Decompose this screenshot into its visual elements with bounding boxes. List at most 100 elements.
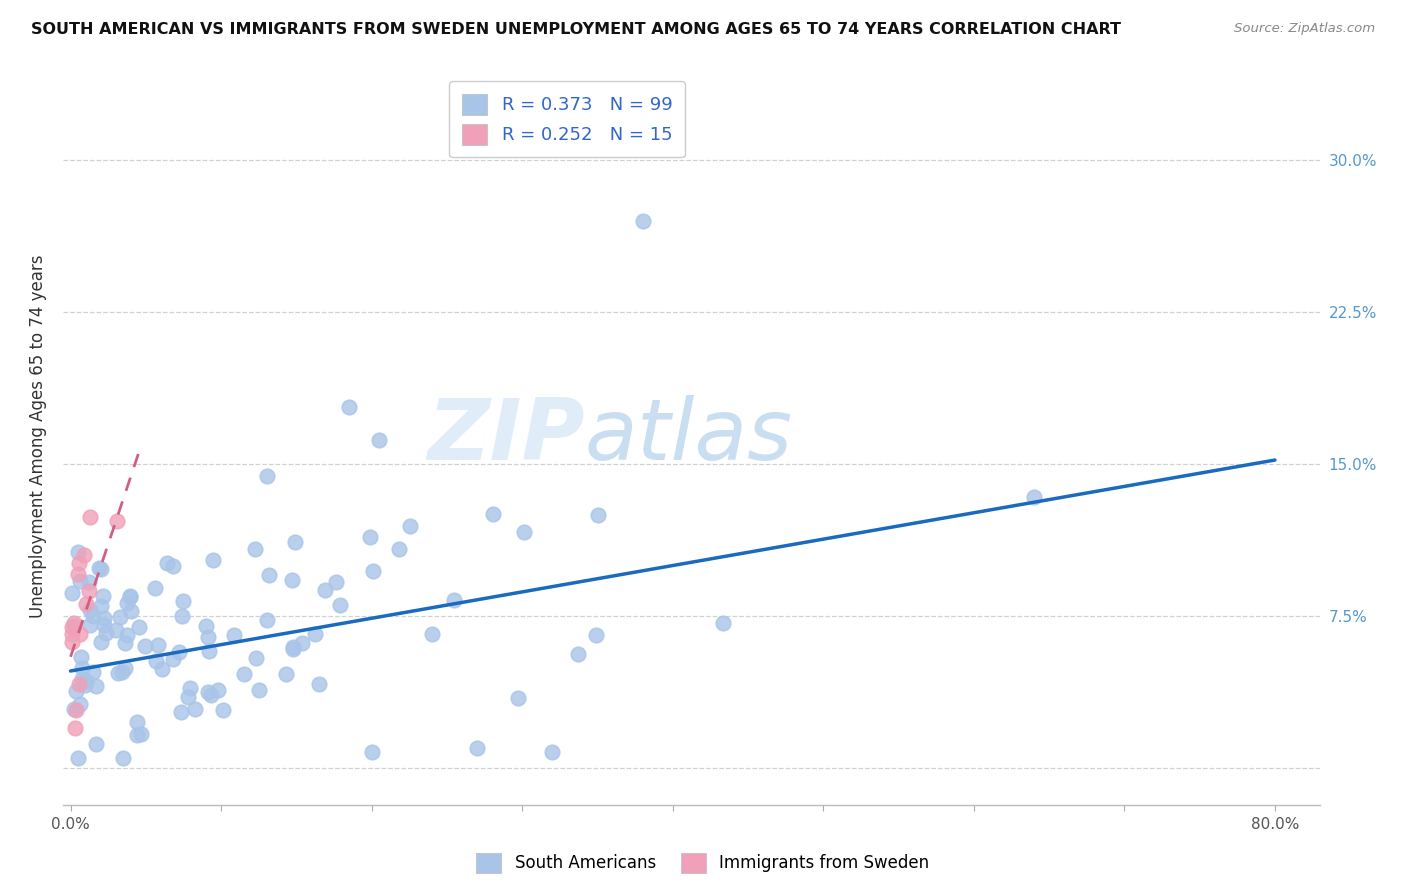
Text: SOUTH AMERICAN VS IMMIGRANTS FROM SWEDEN UNEMPLOYMENT AMONG AGES 65 TO 74 YEARS : SOUTH AMERICAN VS IMMIGRANTS FROM SWEDEN…	[31, 22, 1121, 37]
Point	[247, 682, 270, 697]
Point	[256, 468, 278, 483]
Point	[179, 681, 201, 695]
Point	[146, 638, 169, 652]
Point	[120, 604, 142, 618]
Point	[245, 650, 267, 665]
Text: ZIP: ZIP	[427, 395, 585, 478]
Point	[420, 627, 443, 641]
Legend: South Americans, Immigrants from Sweden: South Americans, Immigrants from Sweden	[470, 847, 936, 880]
Point	[150, 661, 173, 675]
Text: Source: ZipAtlas.com: Source: ZipAtlas.com	[1234, 22, 1375, 36]
Point	[156, 556, 179, 570]
Point	[66, 545, 89, 559]
Point	[281, 640, 304, 654]
Point	[1022, 490, 1045, 504]
Point	[291, 636, 314, 650]
Point	[70, 672, 93, 686]
Point	[257, 568, 280, 582]
Point	[284, 535, 307, 549]
Point	[337, 401, 360, 415]
Point	[66, 751, 89, 765]
Point	[308, 676, 330, 690]
Point	[567, 647, 589, 661]
Point	[69, 574, 91, 589]
Point	[63, 616, 86, 631]
Point	[77, 574, 100, 589]
Point	[90, 599, 112, 613]
Point	[363, 564, 385, 578]
Point	[70, 661, 93, 675]
Point	[60, 635, 83, 649]
Point	[167, 645, 190, 659]
Point	[145, 654, 167, 668]
Point	[222, 628, 245, 642]
Point	[67, 676, 90, 690]
Point	[69, 627, 91, 641]
Point	[82, 665, 104, 679]
Point	[69, 697, 91, 711]
Point	[281, 573, 304, 587]
Point	[212, 703, 235, 717]
Point	[60, 619, 83, 633]
Point	[62, 619, 84, 633]
Point	[134, 640, 156, 654]
Point	[202, 553, 225, 567]
Point	[63, 702, 86, 716]
Point	[93, 611, 115, 625]
Point	[96, 625, 118, 640]
Point	[75, 674, 97, 689]
Point	[398, 519, 420, 533]
Point	[127, 728, 149, 742]
Point	[207, 682, 229, 697]
Point	[328, 598, 350, 612]
Point	[69, 649, 91, 664]
Text: atlas: atlas	[585, 395, 793, 478]
Point	[197, 630, 219, 644]
Point	[200, 688, 222, 702]
Point	[256, 613, 278, 627]
Point	[482, 508, 505, 522]
Point	[66, 567, 89, 582]
Point	[143, 581, 166, 595]
Point	[60, 586, 83, 600]
Point	[107, 665, 129, 680]
Point	[129, 726, 152, 740]
Point	[170, 609, 193, 624]
Point	[118, 591, 141, 605]
Point	[125, 715, 148, 730]
Point	[541, 745, 564, 759]
Point	[118, 589, 141, 603]
Point	[162, 558, 184, 573]
Point	[84, 737, 107, 751]
Point	[84, 679, 107, 693]
Point	[198, 644, 221, 658]
Point	[77, 584, 100, 599]
Point	[314, 583, 336, 598]
Point	[114, 661, 136, 675]
Point	[90, 562, 112, 576]
Point	[67, 556, 90, 570]
Point	[128, 619, 150, 633]
Point	[283, 641, 305, 656]
Point	[73, 678, 96, 692]
Point	[183, 702, 205, 716]
Point	[711, 615, 734, 630]
Point	[111, 665, 134, 680]
Point	[93, 617, 115, 632]
Point	[388, 541, 411, 556]
Point	[73, 548, 96, 562]
Point	[105, 514, 128, 528]
Point	[245, 541, 267, 556]
Point	[115, 628, 138, 642]
Point	[325, 574, 347, 589]
Point	[631, 213, 654, 227]
Point	[586, 508, 609, 523]
Point	[443, 593, 465, 607]
Point	[162, 651, 184, 665]
Point	[65, 684, 87, 698]
Point	[108, 610, 131, 624]
Point	[170, 705, 193, 719]
Point	[79, 618, 101, 632]
Point	[359, 530, 381, 544]
Point	[79, 510, 101, 524]
